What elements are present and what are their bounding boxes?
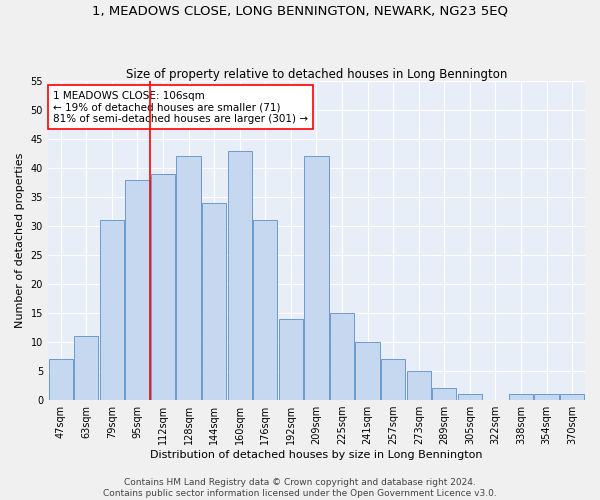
Bar [509,394,533,400]
Text: Contains HM Land Registry data © Crown copyright and database right 2024.
Contai: Contains HM Land Registry data © Crown c… [103,478,497,498]
Bar [407,371,431,400]
Bar [125,180,149,400]
Bar [330,313,354,400]
Bar [279,319,303,400]
Bar [304,156,329,400]
Title: Size of property relative to detached houses in Long Bennington: Size of property relative to detached ho… [126,68,507,81]
Bar [49,360,73,400]
Bar [355,342,380,400]
Bar [74,336,98,400]
Y-axis label: Number of detached properties: Number of detached properties [15,153,25,328]
Bar [151,174,175,400]
Bar [100,220,124,400]
Bar [202,203,226,400]
Bar [432,388,457,400]
Bar [253,220,277,400]
Bar [176,156,201,400]
Bar [535,394,559,400]
X-axis label: Distribution of detached houses by size in Long Bennington: Distribution of detached houses by size … [150,450,483,460]
Text: 1 MEADOWS CLOSE: 106sqm
← 19% of detached houses are smaller (71)
81% of semi-de: 1 MEADOWS CLOSE: 106sqm ← 19% of detache… [53,90,308,124]
Bar [458,394,482,400]
Bar [381,360,406,400]
Bar [227,150,252,400]
Text: 1, MEADOWS CLOSE, LONG BENNINGTON, NEWARK, NG23 5EQ: 1, MEADOWS CLOSE, LONG BENNINGTON, NEWAR… [92,5,508,18]
Bar [560,394,584,400]
